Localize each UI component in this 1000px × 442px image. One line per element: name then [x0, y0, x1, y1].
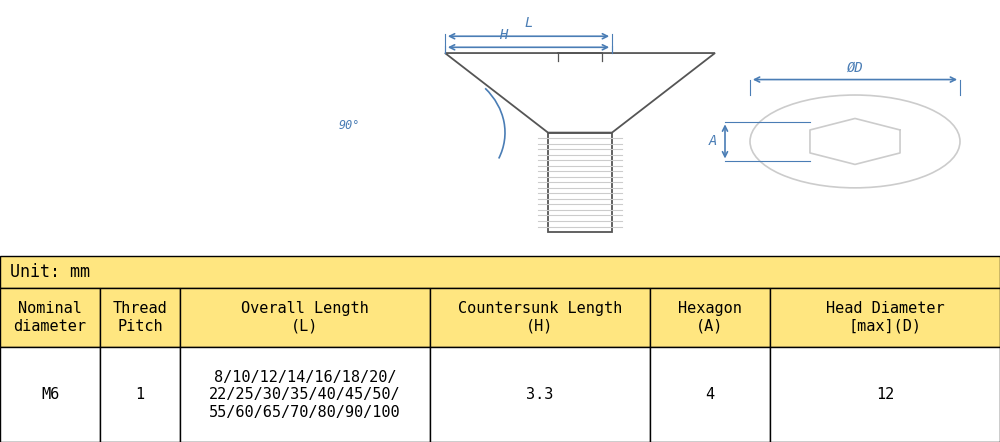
Text: 3.3: 3.3: [526, 387, 554, 402]
Bar: [770, 347, 1000, 442]
Text: Overall Length
(L): Overall Length (L): [241, 301, 369, 334]
Text: 4: 4: [705, 387, 715, 402]
Bar: [0, 347, 100, 442]
Text: ØD: ØD: [847, 60, 863, 74]
Text: Thread
Pitch: Thread Pitch: [113, 301, 167, 334]
Text: 1: 1: [135, 387, 145, 402]
Text: Unit: mm: Unit: mm: [10, 263, 90, 281]
Text: Nominal
diameter: Nominal diameter: [14, 301, 87, 334]
Text: Countersunk Length
(H): Countersunk Length (H): [458, 301, 622, 334]
Bar: [430, 288, 650, 347]
Text: H: H: [499, 28, 508, 42]
Text: L: L: [524, 15, 533, 30]
Bar: [0, 288, 100, 347]
Text: M6: M6: [41, 387, 59, 402]
Bar: [180, 288, 430, 347]
Bar: [430, 347, 650, 442]
Bar: [100, 288, 180, 347]
Bar: [770, 288, 1000, 347]
Bar: [650, 347, 770, 442]
Text: A: A: [709, 134, 717, 149]
Bar: [0, 256, 1000, 288]
Text: 8/10/12/14/16/18/20/
22/25/30/35/40/45/50/
55/60/65/70/80/90/100: 8/10/12/14/16/18/20/ 22/25/30/35/40/45/5…: [209, 370, 401, 419]
Text: 12: 12: [876, 387, 894, 402]
Bar: [650, 288, 770, 347]
Bar: [100, 347, 180, 442]
Text: Hexagon
(A): Hexagon (A): [678, 301, 742, 334]
Text: 90°: 90°: [339, 119, 360, 133]
Text: Head Diameter
[max](D): Head Diameter [max](D): [826, 301, 944, 334]
Bar: [180, 347, 430, 442]
